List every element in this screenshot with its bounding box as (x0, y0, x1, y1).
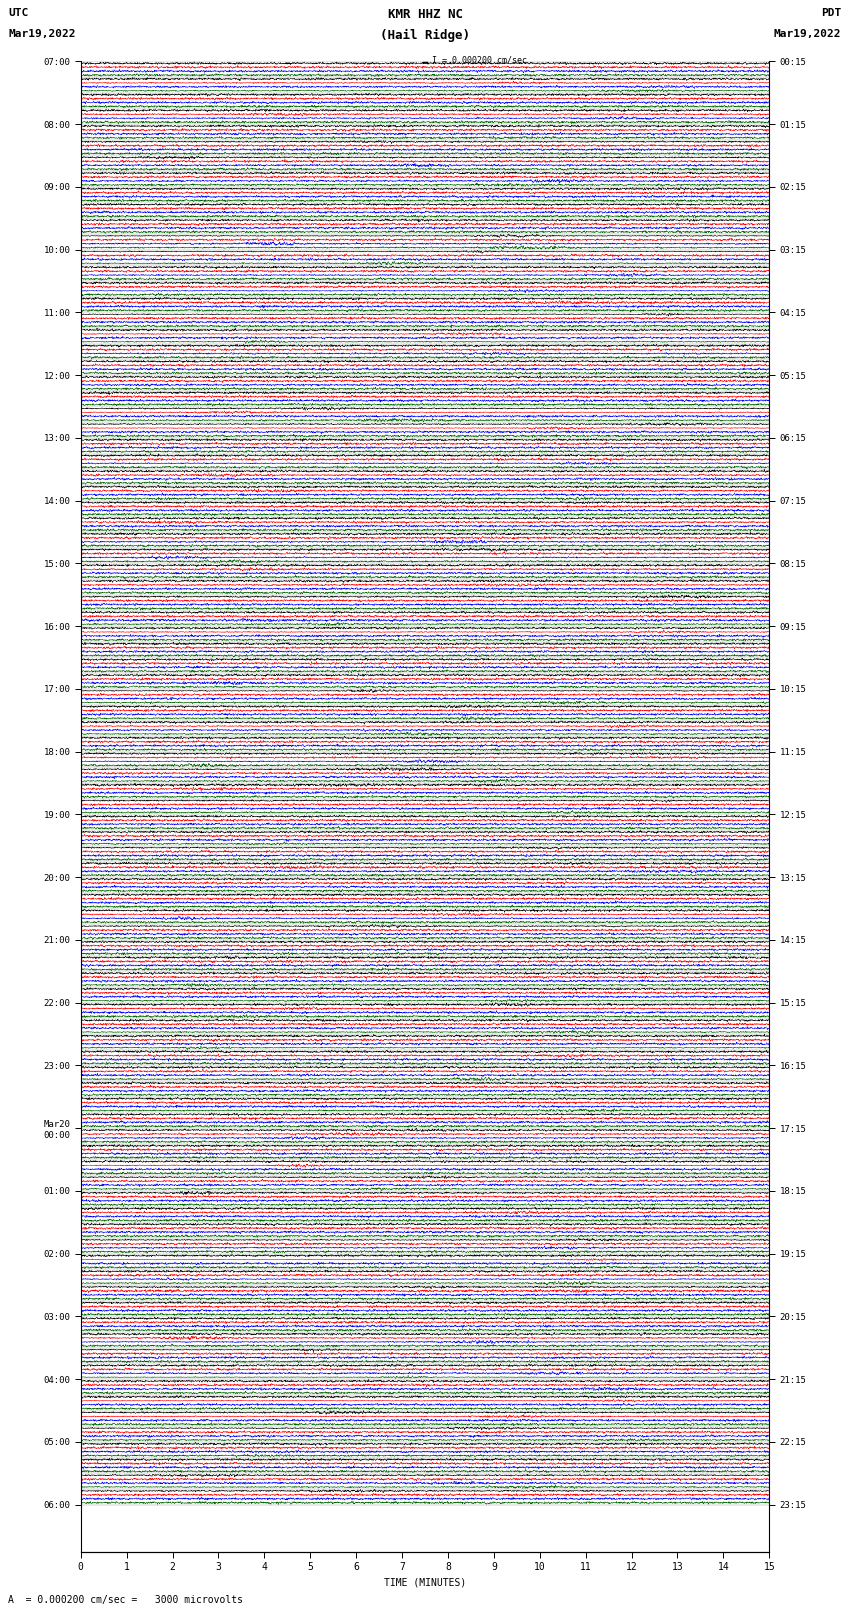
Text: UTC: UTC (8, 8, 29, 18)
Text: Mar19,2022: Mar19,2022 (8, 29, 76, 39)
X-axis label: TIME (MINUTES): TIME (MINUTES) (384, 1578, 466, 1587)
Text: (Hail Ridge): (Hail Ridge) (380, 29, 470, 42)
Text: A  = 0.000200 cm/sec =   3000 microvolts: A = 0.000200 cm/sec = 3000 microvolts (8, 1595, 243, 1605)
Text: KMR HHZ NC: KMR HHZ NC (388, 8, 462, 21)
Text: PDT: PDT (821, 8, 842, 18)
Text: I = 0.000200 cm/sec: I = 0.000200 cm/sec (432, 56, 527, 65)
Text: Mar19,2022: Mar19,2022 (774, 29, 842, 39)
